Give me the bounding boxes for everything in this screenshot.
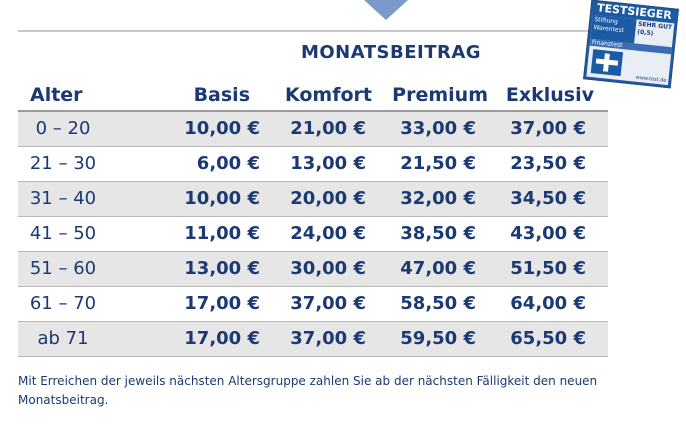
basis-cell: 17,00 €: [184, 328, 260, 349]
cross-icon: [590, 49, 624, 77]
komfort-cell: 37,00 €: [290, 293, 366, 314]
age-cell: 0 – 20: [35, 118, 91, 139]
premium-cell: 58,50 €: [400, 293, 476, 314]
premium-cell: 59,50 €: [400, 328, 476, 349]
premium-cell: 38,50 €: [400, 223, 476, 244]
top-divider: [18, 30, 608, 32]
premium-cell: 32,00 €: [400, 188, 476, 209]
exklusiv-cell: 64,00 €: [510, 293, 586, 314]
komfort-cell: 20,00 €: [290, 188, 366, 209]
header-divider: [18, 110, 608, 112]
komfort-cell: 24,00 €: [290, 223, 366, 244]
age-cell: 31 – 40: [29, 188, 97, 209]
basis-cell: 17,00 €: [184, 293, 260, 314]
table-row: 0 – 20 10,00 € 21,00 € 33,00 € 37,00 €: [18, 112, 608, 147]
column-header-komfort: Komfort: [284, 84, 372, 106]
age-cell: ab 71: [37, 328, 89, 349]
badge-url: www.test.de: [635, 74, 667, 84]
basis-cell: 11,00 €: [184, 223, 260, 244]
column-header-age: Alter: [30, 84, 83, 106]
basis-cell: 10,00 €: [184, 118, 260, 139]
table-row: 51 – 60 13,00 € 30,00 € 47,00 € 51,50 €: [18, 252, 608, 287]
exklusiv-cell: 51,50 €: [510, 258, 586, 279]
age-cell: 51 – 60: [29, 258, 97, 279]
table-row: 41 – 50 11,00 € 24,00 € 38,50 € 43,00 €: [18, 217, 608, 252]
age-cell: 61 – 70: [29, 293, 97, 314]
column-header-premium: Premium: [392, 84, 488, 106]
column-header-exklusiv: Exklusiv: [505, 84, 594, 106]
basis-cell: 13,00 €: [184, 258, 260, 279]
premium-cell: 33,00 €: [400, 118, 476, 139]
exklusiv-cell: 43,00 €: [510, 223, 586, 244]
exklusiv-cell: 37,00 €: [510, 118, 586, 139]
table-row: 21 – 30 6,00 € 13,00 € 21,50 € 23,50 €: [18, 147, 608, 182]
komfort-cell: 21,00 €: [290, 118, 366, 139]
exklusiv-cell: 34,50 €: [510, 188, 586, 209]
premium-cell: 21,50 €: [400, 153, 476, 174]
exklusiv-cell: 23,50 €: [510, 153, 586, 174]
komfort-cell: 30,00 €: [290, 258, 366, 279]
exklusiv-cell: 65,50 €: [510, 328, 586, 349]
badge-grade: SEHR GUT (0,5): [636, 20, 673, 38]
pointer-arrow-icon: [364, 0, 408, 20]
testsieger-badge: TESTSIEGER Stiftung Warentest SEHR GUT (…: [583, 0, 679, 89]
age-cell: 21 – 30: [29, 153, 97, 174]
table-title: MONATSBEITRAG: [300, 42, 482, 63]
table-row: 31 – 40 10,00 € 20,00 € 32,00 € 34,50 €: [18, 182, 608, 217]
column-header-basis: Basis: [193, 84, 250, 106]
komfort-cell: 37,00 €: [290, 328, 366, 349]
table-row: ab 71 17,00 € 37,00 € 59,50 € 65,50 €: [18, 322, 608, 357]
table-row: 61 – 70 17,00 € 37,00 € 58,50 € 64,00 €: [18, 287, 608, 322]
basis-cell: 6,00 €: [196, 153, 260, 174]
komfort-cell: 13,00 €: [290, 153, 366, 174]
age-cell: 41 – 50: [29, 223, 97, 244]
premium-cell: 47,00 €: [400, 258, 476, 279]
basis-cell: 10,00 €: [184, 188, 260, 209]
footnote: Mit Erreichen der jeweils nächsten Alter…: [18, 374, 598, 407]
